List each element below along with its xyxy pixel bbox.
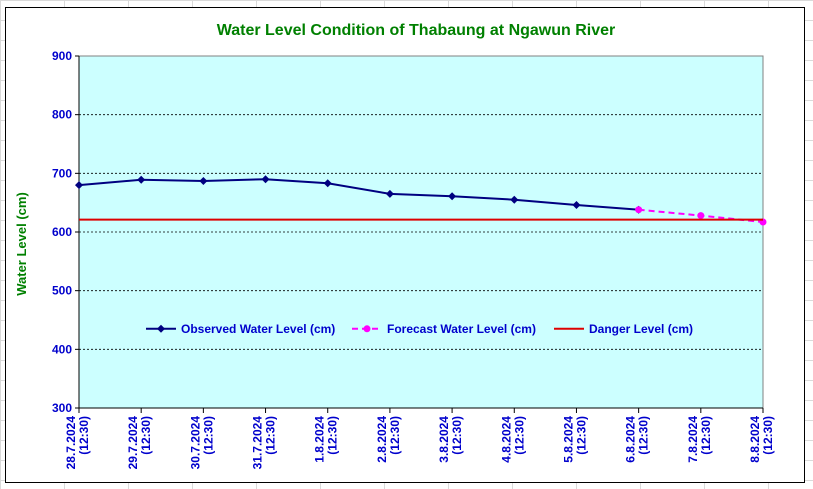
data-point	[635, 206, 643, 214]
x-tick-label: (12:30)	[512, 416, 526, 455]
series-layer	[75, 175, 767, 226]
x-tick-label: 31.7.2024	[251, 416, 265, 470]
x-tick-label: 6.8.2024	[624, 416, 638, 463]
legend[interactable]: Observed Water Level (cm) Forecast Water …	[146, 322, 693, 336]
x-tick-label: 29.7.2024	[126, 416, 140, 470]
x-tick-label: (12:30)	[699, 416, 713, 455]
data-point	[572, 201, 581, 210]
data-point	[363, 325, 371, 333]
data-point	[157, 324, 165, 333]
y-tick-label: 900	[52, 49, 72, 63]
y-tick-label: 800	[52, 108, 72, 122]
x-tick-label: 5.8.2024	[561, 416, 575, 463]
x-tick-label: 2.8.2024	[375, 416, 389, 463]
x-tick-label: (12:30)	[388, 416, 402, 455]
y-axis-ticks: 300 400 500 600 700 800 900	[52, 49, 79, 415]
x-tick-label: 30.7.2024	[188, 416, 202, 470]
series-line-0	[78, 178, 639, 211]
y-tick-label: 300	[52, 401, 72, 415]
plot-area	[78, 55, 764, 409]
data-point	[385, 189, 394, 198]
data-point	[323, 179, 332, 188]
x-tick-label: 3.8.2024	[437, 416, 451, 463]
x-tick-label: (12:30)	[326, 416, 340, 455]
x-tick-label: (12:30)	[574, 416, 588, 455]
x-tick-label: (12:30)	[450, 416, 464, 455]
line-chart: Water Level Condition of Thabaung at Nga…	[14, 22, 775, 469]
x-tick-label: (12:30)	[77, 416, 91, 455]
x-tick-label: 4.8.2024	[499, 416, 513, 463]
data-point	[199, 176, 208, 185]
y-tick-label: 500	[52, 284, 72, 298]
x-tick-label: 7.8.2024	[686, 416, 700, 463]
x-tick-label: 8.8.2024	[748, 416, 762, 463]
x-tick-label: 1.8.2024	[313, 416, 327, 463]
y-tick-label: 400	[52, 342, 72, 356]
y-tick-label: 700	[52, 166, 72, 180]
chart-title: Water Level Condition of Thabaung at Nga…	[217, 22, 616, 39]
x-tick-label: (12:30)	[139, 416, 153, 455]
x-axis-ticks: 28.7.2024 (12:30) 29.7.2024 (12:30) 30.7.202…	[64, 408, 775, 469]
x-tick-label: (12:30)	[201, 416, 215, 455]
data-point	[261, 175, 270, 184]
x-tick-label: (12:30)	[264, 416, 278, 455]
legend-label: Danger Level (cm)	[589, 322, 693, 336]
x-tick-label: 28.7.2024	[64, 416, 78, 470]
y-axis-title: Water Level (cm)	[14, 192, 29, 296]
x-tick-label: (12:30)	[637, 416, 651, 455]
data-point	[75, 181, 83, 190]
data-point	[137, 175, 146, 184]
legend-label: Observed Water Level (cm)	[181, 322, 335, 336]
x-tick-label: (12:30)	[761, 416, 775, 455]
data-point	[448, 192, 457, 201]
data-point	[697, 212, 705, 220]
legend-label: Forecast Water Level (cm)	[387, 322, 536, 336]
chart-frame[interactable]: Water Level Condition of Thabaung at Nga…	[5, 7, 805, 483]
y-tick-label: 600	[52, 225, 72, 239]
